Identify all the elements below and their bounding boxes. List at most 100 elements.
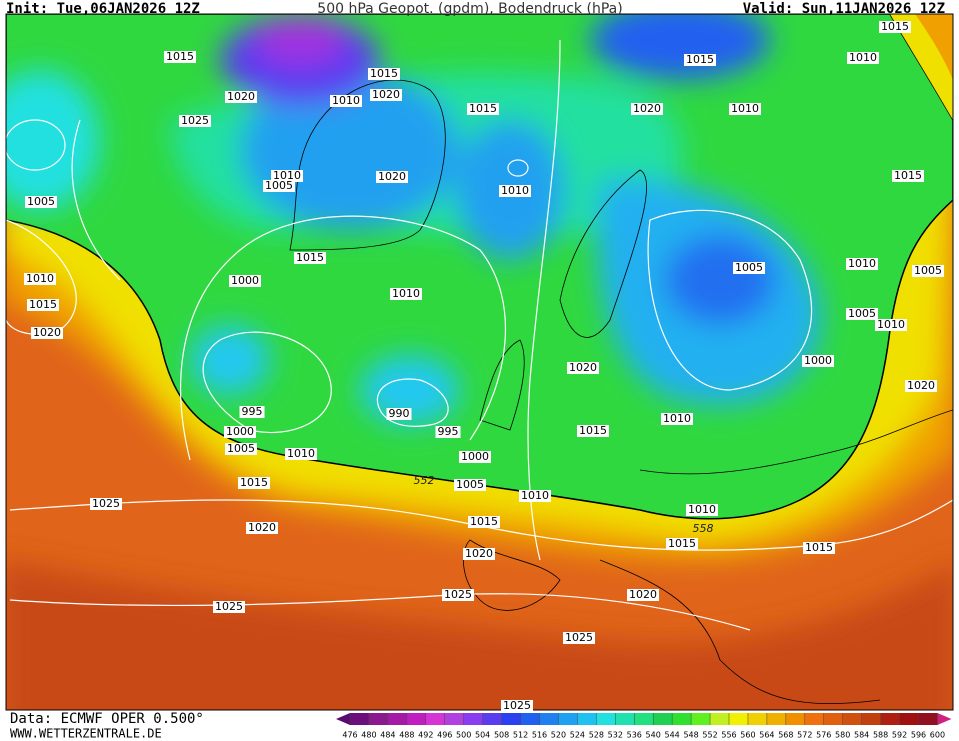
colorbar-swatch xyxy=(520,713,540,725)
colorbar-label: 524 xyxy=(570,731,585,740)
isobar-label: 1020 xyxy=(633,102,661,115)
isobar-label: 1025 xyxy=(565,631,593,644)
isobar-label: 1015 xyxy=(881,20,909,33)
isobar-label: 1015 xyxy=(894,169,922,182)
isobar-label-box xyxy=(459,451,491,463)
isobar-label: 1005 xyxy=(227,442,255,455)
colorbar-label: 588 xyxy=(873,731,888,740)
colorbar-label: 568 xyxy=(778,731,793,740)
isobar-label: 1010 xyxy=(848,257,876,270)
isobar-label: 1015 xyxy=(370,67,398,80)
isobar-label: 1015 xyxy=(240,476,268,489)
contour-label: 552 xyxy=(414,474,435,487)
colorbar-label: 516 xyxy=(532,731,547,740)
map-title: 500 hPa Geopot. (gpdm), Bodendruck (hPa) xyxy=(317,1,622,17)
isobar-label-box xyxy=(892,170,924,182)
colorbar-swatch xyxy=(823,713,843,725)
isobar-label: 1005 xyxy=(456,478,484,491)
colorbar-label: 548 xyxy=(683,731,698,740)
isobar-label-box xyxy=(519,490,551,502)
isobars xyxy=(6,39,953,631)
colorbar-label: 500 xyxy=(456,731,471,740)
website: WWW.WETTERZENTRALE.DE xyxy=(10,727,162,741)
isobar-label-box xyxy=(803,542,835,554)
isobar-label: 1020 xyxy=(465,547,493,560)
colorbar-arrow xyxy=(937,713,952,725)
isobar-label-box xyxy=(499,185,531,197)
colorbar-swatch xyxy=(444,713,464,725)
colorbar-label: 600 xyxy=(930,731,945,740)
colorbar-swatch xyxy=(918,713,938,725)
isobar-label: 1005 xyxy=(265,179,293,192)
isobar-label-box xyxy=(661,413,693,425)
colorbar-label: 536 xyxy=(627,731,642,740)
isobar-label: 1020 xyxy=(248,521,276,534)
colorbar-label: 532 xyxy=(608,731,623,740)
colorbar-swatch xyxy=(899,713,919,725)
colorbar-swatch xyxy=(596,713,616,725)
isobar-label-box xyxy=(246,522,278,534)
isobar-label-box xyxy=(213,601,245,613)
isobar-label: 1020 xyxy=(569,361,597,374)
isobar-label-box xyxy=(271,170,303,182)
isobar-label-box xyxy=(666,538,698,550)
isobar-label: 1020 xyxy=(378,170,406,183)
colorbar-label: 584 xyxy=(854,731,869,740)
colorbar-swatch xyxy=(880,713,900,725)
isobar-label-box xyxy=(912,265,944,277)
isobar-label-box xyxy=(386,408,412,420)
colorbar-swatch xyxy=(406,713,426,725)
isobar-label: 1025 xyxy=(215,600,243,613)
isobar-label: 1015 xyxy=(296,251,324,264)
isobar-label-box xyxy=(90,498,122,510)
isobar-label: 1015 xyxy=(469,102,497,115)
isobar-label: 1010 xyxy=(688,503,716,516)
isobar-label: 1010 xyxy=(877,318,905,331)
colorbar-label: 552 xyxy=(702,731,717,740)
isobar-label: 1010 xyxy=(273,169,301,182)
isobar-label: 1015 xyxy=(166,50,194,63)
isobar-label: 1015 xyxy=(579,424,607,437)
isobar-label-box xyxy=(733,262,765,274)
isobar-label: 1015 xyxy=(29,298,57,311)
isobar-label-box xyxy=(25,196,57,208)
colorbar-swatch xyxy=(804,713,824,725)
isobar-label: 1010 xyxy=(663,412,691,425)
isobar-label-box xyxy=(577,425,609,437)
colorbar-label: 572 xyxy=(797,731,812,740)
isobar-label: 1000 xyxy=(231,274,259,287)
isobar-label-box xyxy=(27,299,59,311)
isobar-label: 1020 xyxy=(372,88,400,101)
isobar-label-box xyxy=(627,589,659,601)
colorbar-label: 476 xyxy=(342,731,357,740)
colorbar-swatch xyxy=(482,713,502,725)
colorbar-swatch xyxy=(710,713,729,725)
isobar-label-box xyxy=(442,589,474,601)
isobar-label-box xyxy=(238,477,270,489)
colorbar-swatch xyxy=(672,713,692,725)
colorbar-label: 556 xyxy=(721,731,736,740)
isobar-label: 1000 xyxy=(804,354,832,367)
colorbar-swatch xyxy=(766,713,786,725)
isobar-label: 1010 xyxy=(392,287,420,300)
valid-time: Valid: Sun,11JAN2026 12Z xyxy=(743,1,945,17)
colorbar-swatch xyxy=(785,713,805,725)
colorbar-label: 484 xyxy=(380,731,395,740)
isobar-label-box xyxy=(684,54,716,66)
isobar-label-box xyxy=(631,103,663,115)
isobar-label: 1005 xyxy=(848,307,876,320)
colorbar-label: 540 xyxy=(646,731,661,740)
isobar-label-box xyxy=(729,103,761,115)
isobar-label: 1015 xyxy=(805,541,833,554)
isobar-label: 990 xyxy=(389,407,410,420)
colorbar-label: 492 xyxy=(418,731,433,740)
isobar-label-box xyxy=(239,406,265,418)
isobar-label-box xyxy=(563,632,595,644)
isobar-label: 1015 xyxy=(686,53,714,66)
init-time: Init: Tue,06JAN2026 12Z xyxy=(6,1,200,17)
colorbar-arrow xyxy=(336,713,350,725)
isobar-label: 1025 xyxy=(444,588,472,601)
colorbar-swatch xyxy=(558,713,578,725)
isobar-label: 1010 xyxy=(849,51,877,64)
